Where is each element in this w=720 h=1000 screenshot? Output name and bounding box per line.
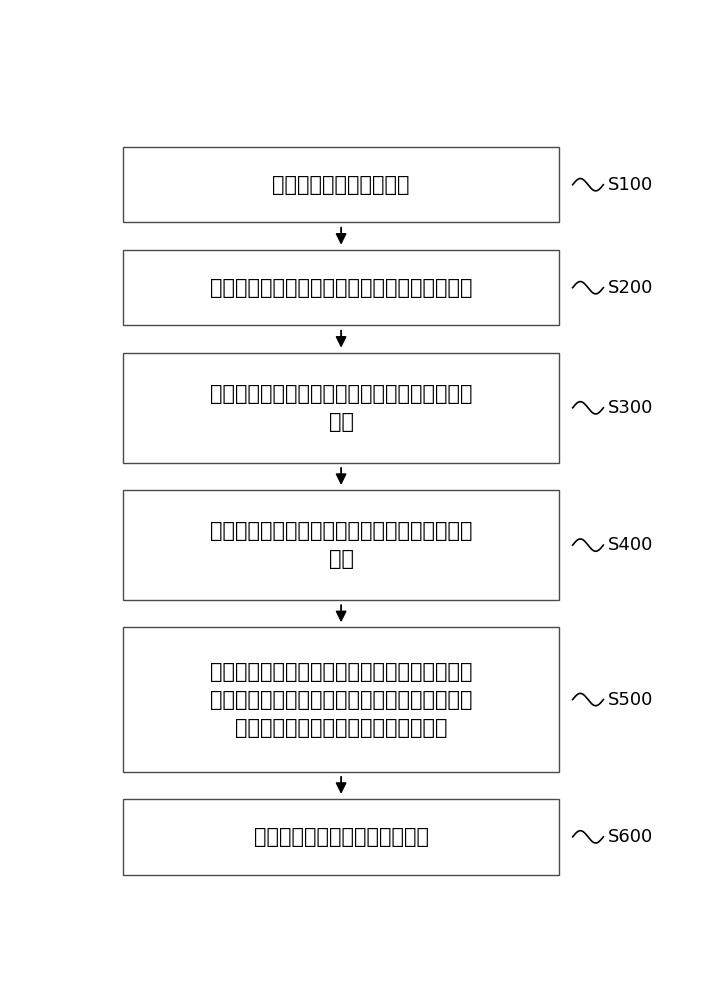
Text: S200: S200	[608, 279, 653, 297]
Text: 根据预分区的结果进行样本构建，提取实体关键
样本: 根据预分区的结果进行样本构建，提取实体关键 样本	[210, 384, 472, 432]
Text: 根据预分区的结果进行特征构建，提取实体相似
特征: 根据预分区的结果进行特征构建，提取实体相似 特征	[210, 521, 472, 569]
Text: S500: S500	[608, 691, 653, 709]
Bar	[124, 147, 559, 222]
Bar	[124, 799, 559, 875]
Text: S100: S100	[608, 176, 653, 194]
Text: S300: S300	[608, 399, 653, 417]
Text: S400: S400	[608, 536, 653, 554]
Text: 对归一判定的结果进行集合划分: 对归一判定的结果进行集合划分	[253, 827, 428, 847]
Text: 获取知识库中的实体集合: 获取知识库中的实体集合	[272, 175, 410, 195]
Text: S600: S600	[608, 828, 653, 846]
Text: 通过至少一个归一模型结合实体关键样本和实体
相似特征，对预分区的结果中的各实体对进行归
一判定，判定各实体对是否为相同实体: 通过至少一个归一模型结合实体关键样本和实体 相似特征，对预分区的结果中的各实体对…	[210, 662, 472, 738]
Bar	[124, 353, 559, 463]
Bar	[124, 627, 559, 772]
Bar	[124, 250, 559, 325]
Text: 采用多种分区方式相结合对实体集合进行预分区: 采用多种分区方式相结合对实体集合进行预分区	[210, 278, 472, 298]
Bar	[124, 490, 559, 600]
